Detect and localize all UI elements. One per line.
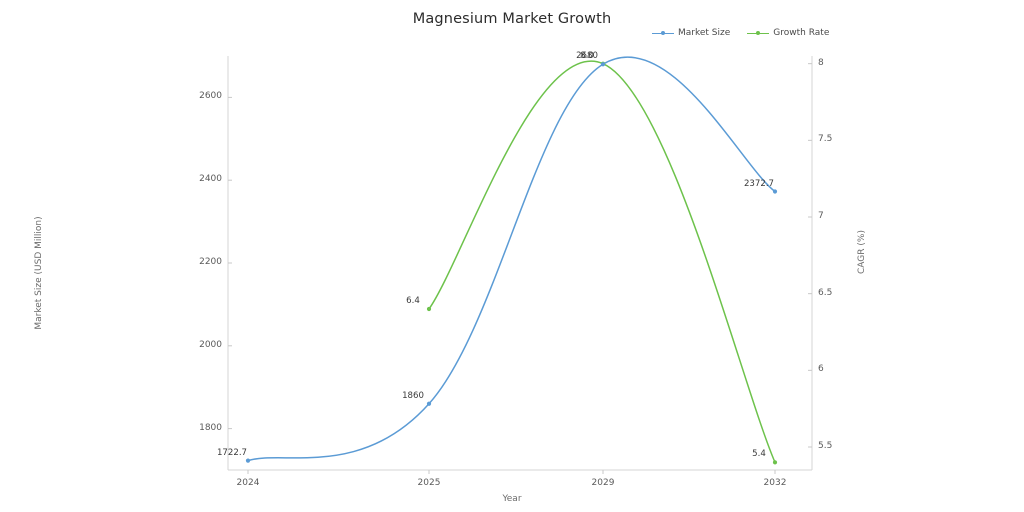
y-axis-right-ticks <box>808 63 812 448</box>
y-right-tick-label: 6 <box>818 364 824 375</box>
y-right-tick-label: 5.5 <box>818 441 833 451</box>
y-left-tick-label: 1800 <box>199 422 222 433</box>
data-point-label: 1722.7 <box>216 447 248 458</box>
x-tick-label: 2029 <box>591 478 615 488</box>
series-line-market-size <box>247 56 776 462</box>
legend-label-growth-rate: Growth Rate <box>773 28 830 38</box>
x-axis-title: Year <box>502 494 522 504</box>
chart-title: Magnesium Market Growth <box>412 11 612 27</box>
data-point-marker[interactable] <box>426 306 432 312</box>
legend-item-market-size[interactable]: Market Size <box>652 28 730 38</box>
data-point-marker[interactable] <box>772 189 778 194</box>
y-right-tick-label: 7.5 <box>818 134 833 145</box>
data-point-label: 2372.7 <box>743 178 775 189</box>
data-point-marker[interactable] <box>600 62 606 67</box>
series-markers-growth-rate <box>426 61 778 465</box>
legend-item-growth-rate[interactable]: Growth Rate <box>747 28 829 38</box>
y-axis-left-ticks <box>228 96 232 430</box>
series-markers-market-size <box>245 62 778 463</box>
data-point-label: 2680 <box>576 51 598 62</box>
y-right-tick-label: 8 <box>818 57 824 68</box>
data-point-marker[interactable] <box>772 460 778 465</box>
x-tick-label: 2025 <box>417 478 441 488</box>
y-left-tick-label: 2200 <box>199 257 222 267</box>
x-tick-label: 2024 <box>236 478 260 488</box>
data-point-marker[interactable] <box>245 458 251 463</box>
legend-swatch-market-size <box>652 29 674 38</box>
y-right-tick-label: 6.5 <box>818 287 833 298</box>
y-right-tick-label: 7 <box>818 211 824 221</box>
y-left-tick-label: 2400 <box>199 174 222 185</box>
legend-label-market-size: Market Size <box>678 28 731 38</box>
y-left-tick-label: 2000 <box>199 339 222 350</box>
data-point-marker[interactable] <box>426 401 432 406</box>
data-point-label: 8.0 <box>580 50 594 61</box>
data-point-label: 6.4 <box>406 296 420 306</box>
data-point-label: 5.4 <box>752 449 766 460</box>
y-left-tick-label: 2600 <box>199 91 222 102</box>
x-axis-ticks <box>247 470 776 474</box>
legend-swatch-growth-rate <box>747 29 770 38</box>
x-tick-label: 2032 <box>763 478 787 488</box>
data-point-label: 1860 <box>402 390 424 401</box>
series-line-growth-rate <box>428 60 776 464</box>
chart-legend: Market Size Growth Rate <box>652 28 829 38</box>
